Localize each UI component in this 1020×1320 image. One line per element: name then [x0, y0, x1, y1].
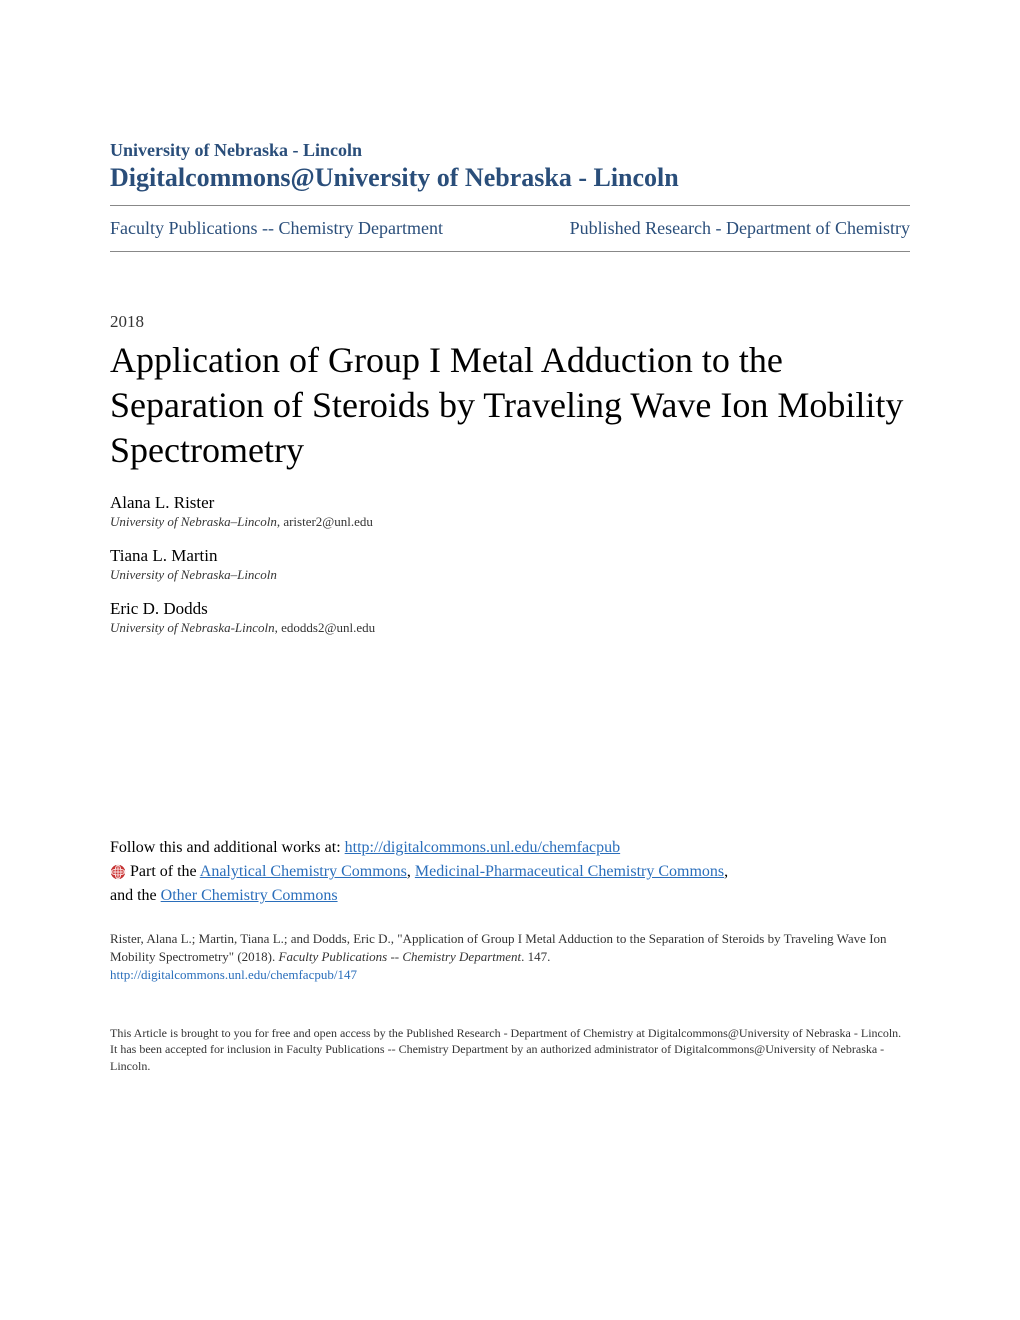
nav-row: Faculty Publications -- Chemistry Depart… — [110, 206, 910, 251]
nav-collection-link[interactable]: Faculty Publications -- Chemistry Depart… — [110, 218, 443, 239]
author-block: Eric D. Dodds University of Nebraska-Lin… — [110, 599, 910, 636]
separator: , — [407, 863, 415, 880]
affiliation-text: University of Nebraska–Lincoln — [110, 567, 277, 582]
part-of-line: Part of the Analytical Chemistry Commons… — [110, 860, 910, 884]
citation-url-link[interactable]: http://digitalcommons.unl.edu/chemfacpub… — [110, 967, 357, 982]
part-of-prefix: Part of the — [130, 863, 200, 880]
author-affiliation: University of Nebraska-Lincoln, edodds2@… — [110, 620, 910, 636]
author-affiliation: University of Nebraska–Lincoln, arister2… — [110, 514, 910, 530]
follow-section: Follow this and additional works at: htt… — [110, 836, 910, 908]
author-email: , edodds2@unl.edu — [275, 620, 375, 635]
and-the-text: and the — [110, 887, 161, 904]
author-name: Tiana L. Martin — [110, 546, 910, 566]
globe-icon — [110, 864, 126, 880]
author-affiliation: University of Nebraska–Lincoln — [110, 567, 910, 583]
author-block: Alana L. Rister University of Nebraska–L… — [110, 493, 910, 530]
separator: , — [724, 863, 728, 880]
citation-series: Faculty Publications -- Chemistry Depart… — [279, 949, 522, 964]
follow-prefix: Follow this and additional works at: — [110, 839, 345, 856]
divider-bottom — [110, 251, 910, 252]
affiliation-text: University of Nebraska-Lincoln — [110, 620, 275, 635]
follow-url-link[interactable]: http://digitalcommons.unl.edu/chemfacpub — [345, 839, 621, 856]
citation-block: Rister, Alana L.; Martin, Tiana L.; and … — [110, 930, 910, 985]
institution-name: University of Nebraska - Lincoln — [110, 140, 910, 161]
repository-name: Digitalcommons@University of Nebraska - … — [110, 163, 910, 193]
commons-link-2[interactable]: Medicinal-Pharmaceutical Chemistry Commo… — [415, 863, 724, 880]
author-email: , arister2@unl.edu — [277, 514, 373, 529]
commons-link-3[interactable]: Other Chemistry Commons — [161, 887, 338, 904]
author-name: Eric D. Dodds — [110, 599, 910, 619]
citation-number: . 147. — [521, 949, 550, 964]
author-block: Tiana L. Martin University of Nebraska–L… — [110, 546, 910, 583]
part-of-line-2: and the Other Chemistry Commons — [110, 884, 910, 908]
affiliation-text: University of Nebraska–Lincoln — [110, 514, 277, 529]
follow-line: Follow this and additional works at: htt… — [110, 836, 910, 860]
footer-text: This Article is brought to you for free … — [110, 1025, 910, 1075]
nav-department-link[interactable]: Published Research - Department of Chemi… — [570, 218, 910, 239]
publication-year: 2018 — [110, 312, 910, 332]
commons-link-1[interactable]: Analytical Chemistry Commons — [200, 863, 407, 880]
article-title: Application of Group I Metal Adduction t… — [110, 338, 910, 473]
author-name: Alana L. Rister — [110, 493, 910, 513]
